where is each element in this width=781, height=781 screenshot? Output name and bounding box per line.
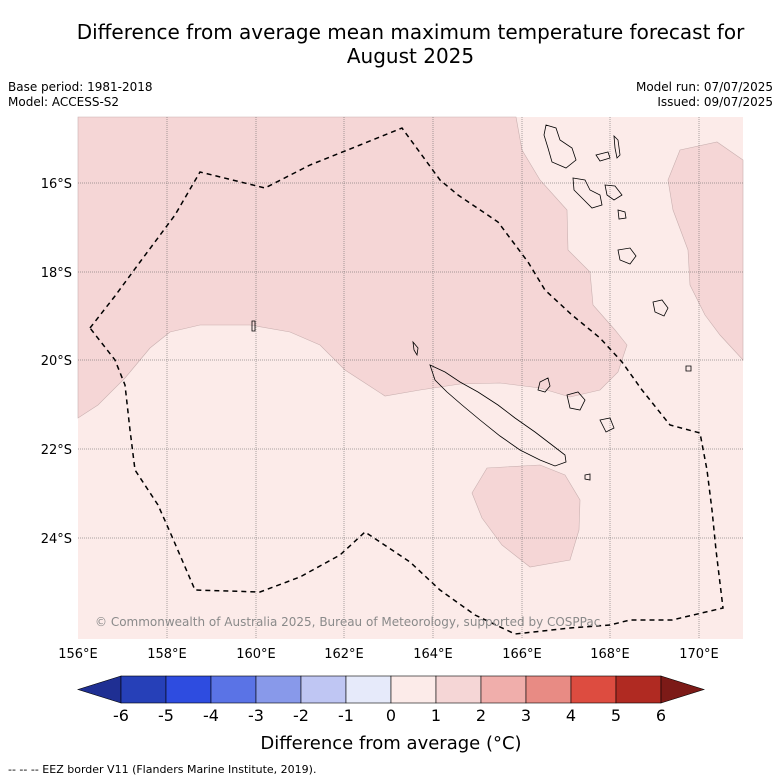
model-run: Model run: 07/07/2025: [635, 80, 773, 94]
colorbar-extend-high: [660, 675, 706, 704]
malakula-island: [572, 177, 603, 209]
map-panel: © Commonwealth of Australia 2025, Bureau…: [77, 116, 744, 639]
cbar-tick-label: -5: [158, 706, 174, 725]
cbar-tick-label: -4: [203, 706, 219, 725]
lat-label-20s: 20°S: [41, 354, 72, 369]
colorbar-swatch: [300, 675, 347, 704]
meta-right: Model run: 07/07/2025 Issued: 09/07/2025: [636, 80, 773, 110]
lon-label-166e: 166°E: [502, 647, 542, 662]
lon-label-156e: 156°E: [58, 647, 98, 662]
colorbar-swatch: [570, 675, 617, 704]
new-caledonia-coastline: [429, 364, 567, 467]
cbar-tick-label: 5: [611, 706, 621, 725]
field-1-2-north: [77, 116, 628, 419]
map-title: Difference from average mean maximum tem…: [40, 20, 781, 68]
lon-label-164e: 164°E: [413, 647, 453, 662]
colorbar-extend-low: [76, 675, 122, 704]
colorbar-tick-labels: -6 -5 -4 -3 -2 -1 0 1 2 3 4 5 6: [113, 706, 666, 725]
colorbar-swatch: [615, 675, 662, 704]
title-line-1: Difference from average mean maximum tem…: [76, 20, 745, 44]
eez-border: [89, 127, 724, 635]
meta-left: Base period: 1981-2018 Model: ACCESS-S2: [8, 80, 153, 110]
erromango-island: [617, 247, 637, 265]
issued-date: Issued: 09/07/2025: [657, 95, 773, 109]
cbar-tick-label: 3: [521, 706, 531, 725]
cbar-tick-label: 4: [566, 706, 576, 725]
chesterfield-islet: [251, 320, 256, 332]
lifou-island: [566, 391, 586, 411]
latitude-labels: 16°S 18°S 20°S 22°S 24°S: [41, 177, 72, 547]
colorbar-swatch: [255, 675, 302, 704]
colorbar-swatch: [345, 675, 392, 704]
ouvea-island: [537, 377, 551, 393]
mare-island: [599, 417, 615, 433]
model-name: Model: ACCESS-S2: [8, 95, 120, 109]
copyright-notice: © Commonwealth of Australia 2025, Bureau…: [95, 615, 600, 629]
aneityum-island: [685, 365, 692, 372]
lat-label-16s: 16°S: [41, 177, 72, 192]
cbar-tick-label: -3: [248, 706, 264, 725]
base-period: Base period: 1981-2018: [8, 80, 153, 94]
lon-label-160e: 160°E: [236, 647, 276, 662]
pentecost-island: [604, 184, 623, 201]
field-1-2-south: [471, 464, 581, 568]
ambae-island: [595, 151, 611, 162]
cbar-tick-label: -2: [293, 706, 309, 725]
lon-label-168e: 168°E: [590, 647, 630, 662]
efate-island: [617, 209, 627, 220]
cbar-tick-label: -1: [338, 706, 354, 725]
colorbar-swatch: [525, 675, 572, 704]
cbar-tick-label: -6: [113, 706, 129, 725]
cbar-tick-label: 1: [431, 706, 441, 725]
walpole-island: [584, 473, 591, 481]
espiritu-santo-island: [543, 124, 577, 169]
cbar-tick-label: 2: [476, 706, 486, 725]
lat-label-24s: 24°S: [41, 532, 72, 547]
colorbar: [76, 675, 706, 704]
eez-footnote: -- -- -- EEZ border V11 (Flanders Marine…: [8, 763, 317, 776]
cbar-tick-label: 6: [656, 706, 666, 725]
field-1-2-east: [667, 141, 744, 361]
colorbar-swatch: [390, 675, 437, 704]
maewo-island: [613, 134, 621, 159]
belep-islands: [412, 340, 419, 357]
lon-label-162e: 162°E: [324, 647, 364, 662]
lon-label-158e: 158°E: [147, 647, 187, 662]
title-line-2: August 2025: [346, 44, 475, 68]
colorbar-swatch: [165, 675, 212, 704]
longitude-labels: 156°E 158°E 160°E 162°E 164°E 166°E 168°…: [58, 647, 719, 662]
colorbar-swatch: [210, 675, 257, 704]
lon-label-170e: 170°E: [679, 647, 719, 662]
tanna-island: [652, 299, 669, 317]
lat-label-22s: 22°S: [41, 443, 72, 458]
colorbar-swatch: [120, 675, 167, 704]
colorbar-swatch: [435, 675, 482, 704]
colorbar-swatch: [480, 675, 527, 704]
cbar-tick-label: 0: [386, 706, 396, 725]
colorbar-title: Difference from average (°C): [260, 733, 521, 754]
lat-label-18s: 18°S: [41, 266, 72, 281]
